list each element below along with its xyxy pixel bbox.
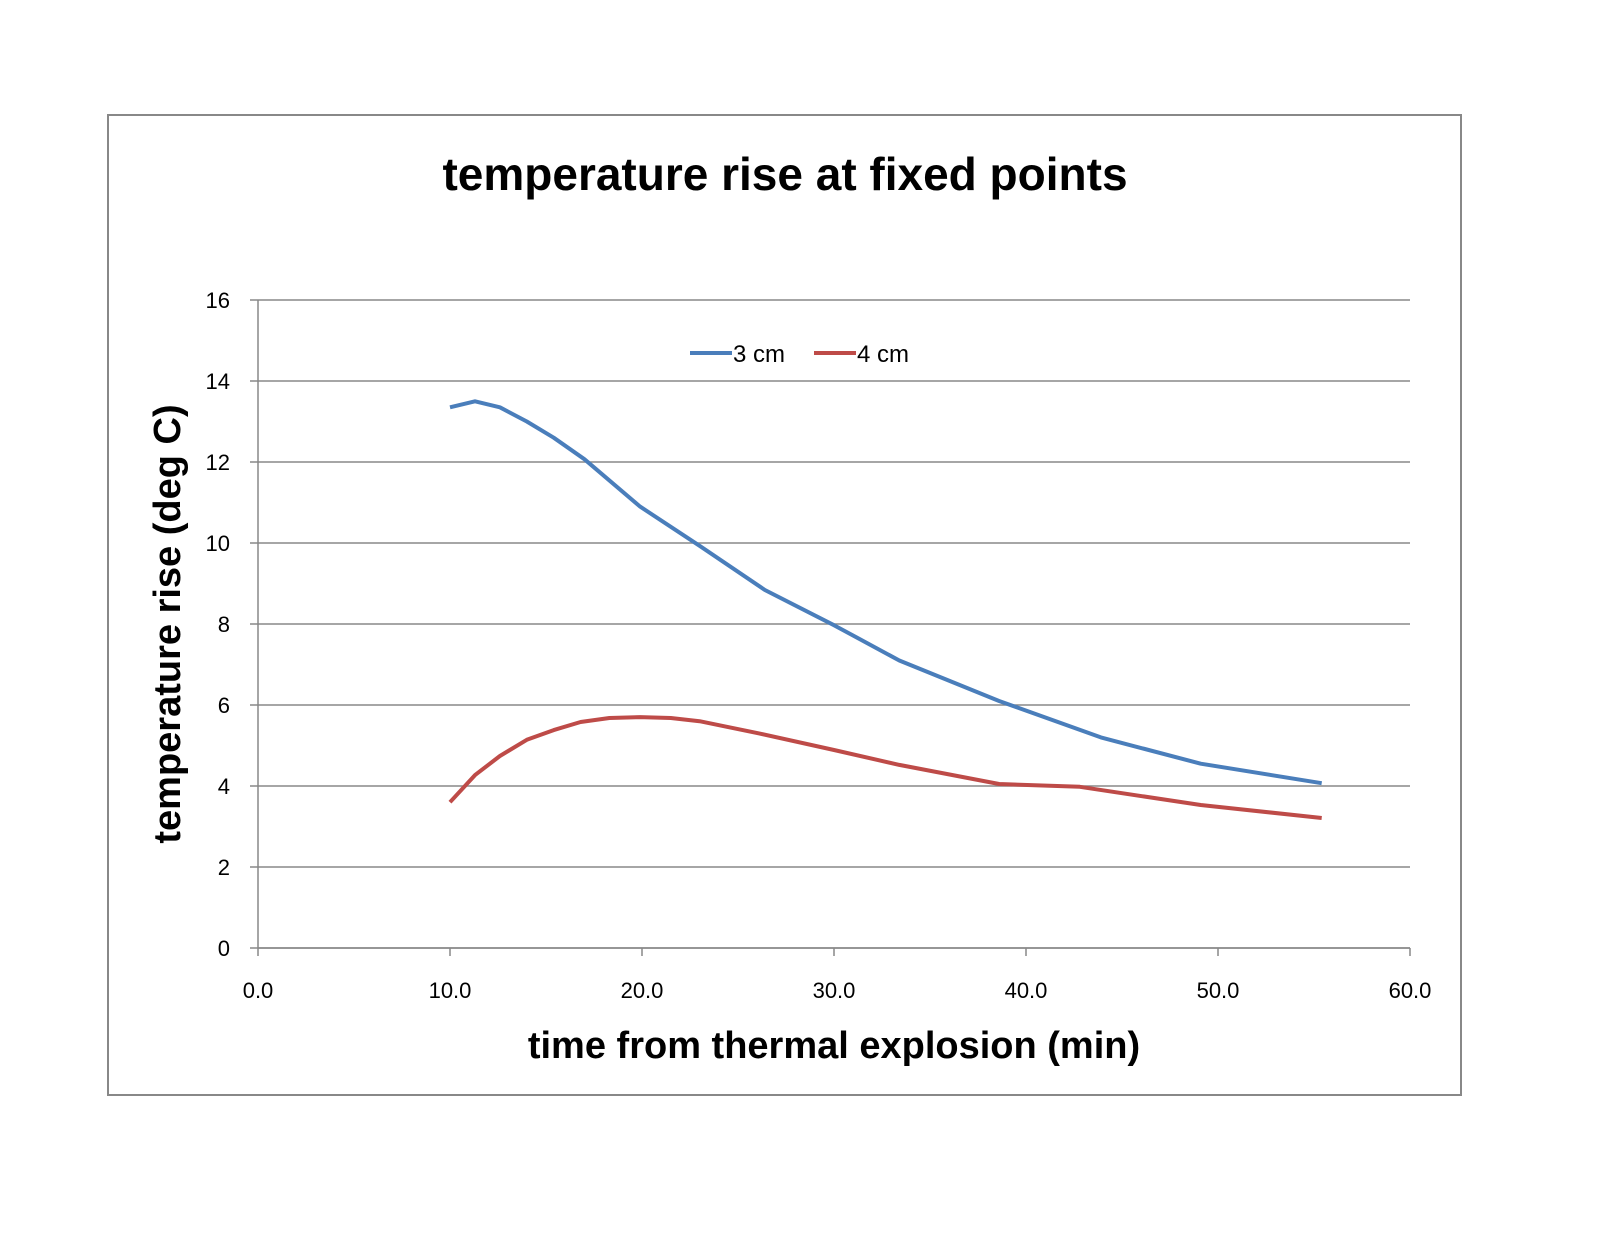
y-tick-label: 6 [218, 693, 230, 718]
x-tick-label: 40.0 [1005, 978, 1048, 1003]
x-tick-label: 20.0 [621, 978, 664, 1003]
x-tick-label: 60.0 [1389, 978, 1432, 1003]
y-axis-label: temperature rise (deg C) [147, 404, 189, 843]
y-tick-label: 4 [218, 774, 230, 799]
x-tick-label: 30.0 [813, 978, 856, 1003]
y-tick-label: 12 [206, 450, 230, 475]
x-tick-label: 10.0 [429, 978, 472, 1003]
chart-title: temperature rise at fixed points [442, 148, 1127, 200]
y-tick-label: 8 [218, 612, 230, 637]
legend-label: 4 cm [857, 341, 909, 368]
y-tick-label: 2 [218, 855, 230, 880]
legend-label: 3 cm [733, 341, 785, 368]
x-axis-label: time from thermal explosion (min) [528, 1025, 1140, 1067]
series-line-4cm [448, 715, 1322, 820]
y-tick-label: 16 [206, 288, 230, 313]
x-tick-label: 50.0 [1197, 978, 1240, 1003]
y-tick-label: 10 [206, 531, 230, 556]
y-tick-label: 0 [218, 936, 230, 961]
chart-frame [107, 114, 1462, 1096]
y-tick-label: 14 [206, 369, 230, 394]
series-line-3cm [449, 399, 1323, 786]
x-tick-label: 0.0 [243, 978, 274, 1003]
